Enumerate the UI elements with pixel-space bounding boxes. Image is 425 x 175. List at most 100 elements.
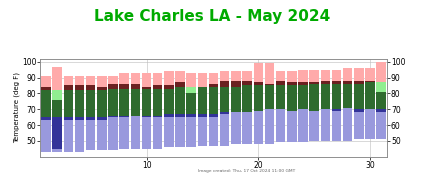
Bar [153, 117, 162, 149]
Bar [231, 87, 241, 112]
Bar [276, 71, 285, 142]
Bar [64, 120, 73, 152]
Bar [298, 70, 308, 142]
Bar [377, 82, 386, 109]
Bar [343, 81, 352, 84]
Bar [187, 87, 196, 114]
Bar [41, 76, 51, 152]
Bar [86, 120, 95, 150]
Bar [354, 112, 363, 139]
Bar [41, 87, 51, 90]
Text: Lake Charles LA - May 2024: Lake Charles LA - May 2024 [94, 9, 331, 24]
Bar [175, 71, 185, 147]
Bar [52, 117, 62, 149]
Bar [354, 81, 363, 84]
Bar [287, 82, 297, 86]
Bar [365, 81, 375, 109]
Bar [41, 87, 51, 120]
Bar [220, 81, 230, 114]
Bar [86, 86, 95, 90]
Bar [209, 87, 218, 114]
Bar [253, 63, 263, 144]
Bar [119, 73, 129, 149]
Bar [97, 117, 107, 120]
Bar [231, 81, 241, 87]
Bar [265, 84, 274, 86]
Bar [64, 86, 73, 90]
Y-axis label: Temperature (deg F): Temperature (deg F) [14, 72, 20, 143]
Bar [187, 93, 196, 117]
Text: Image created: Thu, 17 Oct 2024 11:00 GMT: Image created: Thu, 17 Oct 2024 11:00 GM… [198, 169, 295, 173]
Bar [354, 84, 363, 109]
Bar [97, 87, 107, 120]
Bar [52, 100, 62, 149]
Bar [175, 87, 185, 114]
Bar [164, 89, 174, 114]
Bar [142, 87, 151, 89]
Bar [142, 89, 151, 116]
Bar [309, 84, 319, 111]
Bar [253, 111, 263, 144]
Bar [130, 73, 140, 149]
Bar [75, 120, 84, 152]
Bar [309, 82, 319, 111]
Bar [332, 84, 341, 109]
Bar [343, 81, 352, 108]
Bar [320, 109, 330, 141]
Bar [119, 116, 129, 117]
Bar [298, 109, 308, 142]
Bar [365, 68, 375, 139]
Bar [242, 71, 252, 144]
Bar [320, 81, 330, 84]
Bar [41, 120, 51, 152]
Bar [332, 70, 341, 141]
Bar [209, 117, 218, 146]
Bar [97, 90, 107, 117]
Bar [119, 89, 129, 116]
Bar [198, 117, 207, 146]
Bar [365, 82, 375, 109]
Bar [276, 81, 285, 86]
Bar [377, 112, 386, 139]
Bar [130, 116, 140, 149]
Bar [142, 87, 151, 117]
Bar [242, 86, 252, 112]
Bar [153, 73, 162, 149]
Bar [365, 81, 375, 82]
Bar [309, 111, 319, 141]
Bar [354, 81, 363, 112]
Bar [253, 82, 263, 111]
Bar [108, 116, 118, 117]
Bar [377, 109, 386, 112]
Bar [198, 73, 207, 146]
Bar [209, 84, 218, 117]
Bar [298, 82, 308, 86]
Bar [198, 87, 207, 117]
Bar [198, 114, 207, 117]
Bar [175, 114, 185, 117]
Bar [86, 76, 95, 150]
Bar [97, 87, 107, 90]
Bar [242, 81, 252, 112]
Bar [220, 112, 230, 114]
Bar [332, 81, 341, 84]
Bar [332, 81, 341, 111]
Bar [108, 84, 118, 117]
Bar [276, 109, 285, 142]
Bar [354, 68, 363, 139]
Bar [52, 90, 62, 117]
Bar [343, 68, 352, 141]
Bar [343, 84, 352, 109]
Bar [175, 82, 185, 87]
Bar [130, 89, 140, 116]
Bar [231, 71, 241, 144]
Bar [320, 81, 330, 109]
Bar [187, 117, 196, 147]
Bar [119, 84, 129, 89]
Bar [287, 111, 297, 142]
Bar [164, 86, 174, 89]
Bar [153, 89, 162, 116]
Bar [86, 86, 95, 120]
Bar [64, 90, 73, 117]
Bar [187, 73, 196, 147]
